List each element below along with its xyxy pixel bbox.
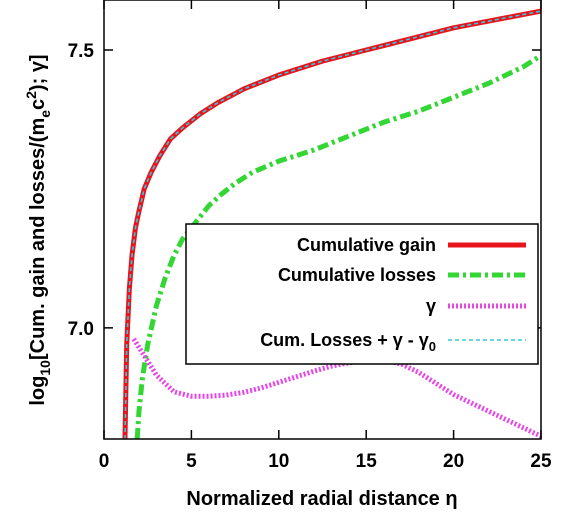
y-axis-title-sub: 10 (37, 360, 53, 376)
x-tick-label: 20 (443, 451, 464, 472)
y-axis-title-sub2: e (37, 110, 53, 118)
x-tick-label: 5 (186, 451, 197, 472)
y-axis-title-mid1: [Cum. gain and losses/(m (27, 118, 49, 360)
x-tick-label: 15 (356, 451, 378, 472)
plot-frame (103, 0, 542, 440)
x-tick-label: 25 (530, 451, 552, 472)
y-axis-title-post: ); γ] (27, 54, 49, 91)
series-line-3 (124, 10, 541, 439)
y-tick-label: 7.5 (68, 41, 95, 62)
y-axis-title-sup: 2 (23, 91, 39, 99)
legend-label-0: Cumulative gain (297, 235, 436, 255)
series-line-1 (134, 53, 541, 439)
x-axis-title: Normalized radial distance η (186, 488, 457, 510)
series-line-2 (131, 337, 541, 439)
x-tick-label: 10 (268, 451, 289, 472)
y-axis-title-mid2: c (27, 99, 49, 110)
legend-label-sub: 0 (429, 339, 436, 354)
y-axis-title-pre: log (27, 376, 49, 406)
series-layer (122, 8, 541, 439)
legend-label-2: γ (426, 296, 436, 316)
y-tick-label: 7.0 (68, 319, 94, 340)
x-tick-label: 0 (99, 451, 110, 472)
tick-layer: 0 5 10 15 20 25 7.0 7.5 (68, 0, 552, 472)
legend-label-1: Cumulative losses (278, 265, 436, 285)
y-axis-title: log10[Cum. gain and losses/(mec2); γ] (23, 54, 53, 405)
